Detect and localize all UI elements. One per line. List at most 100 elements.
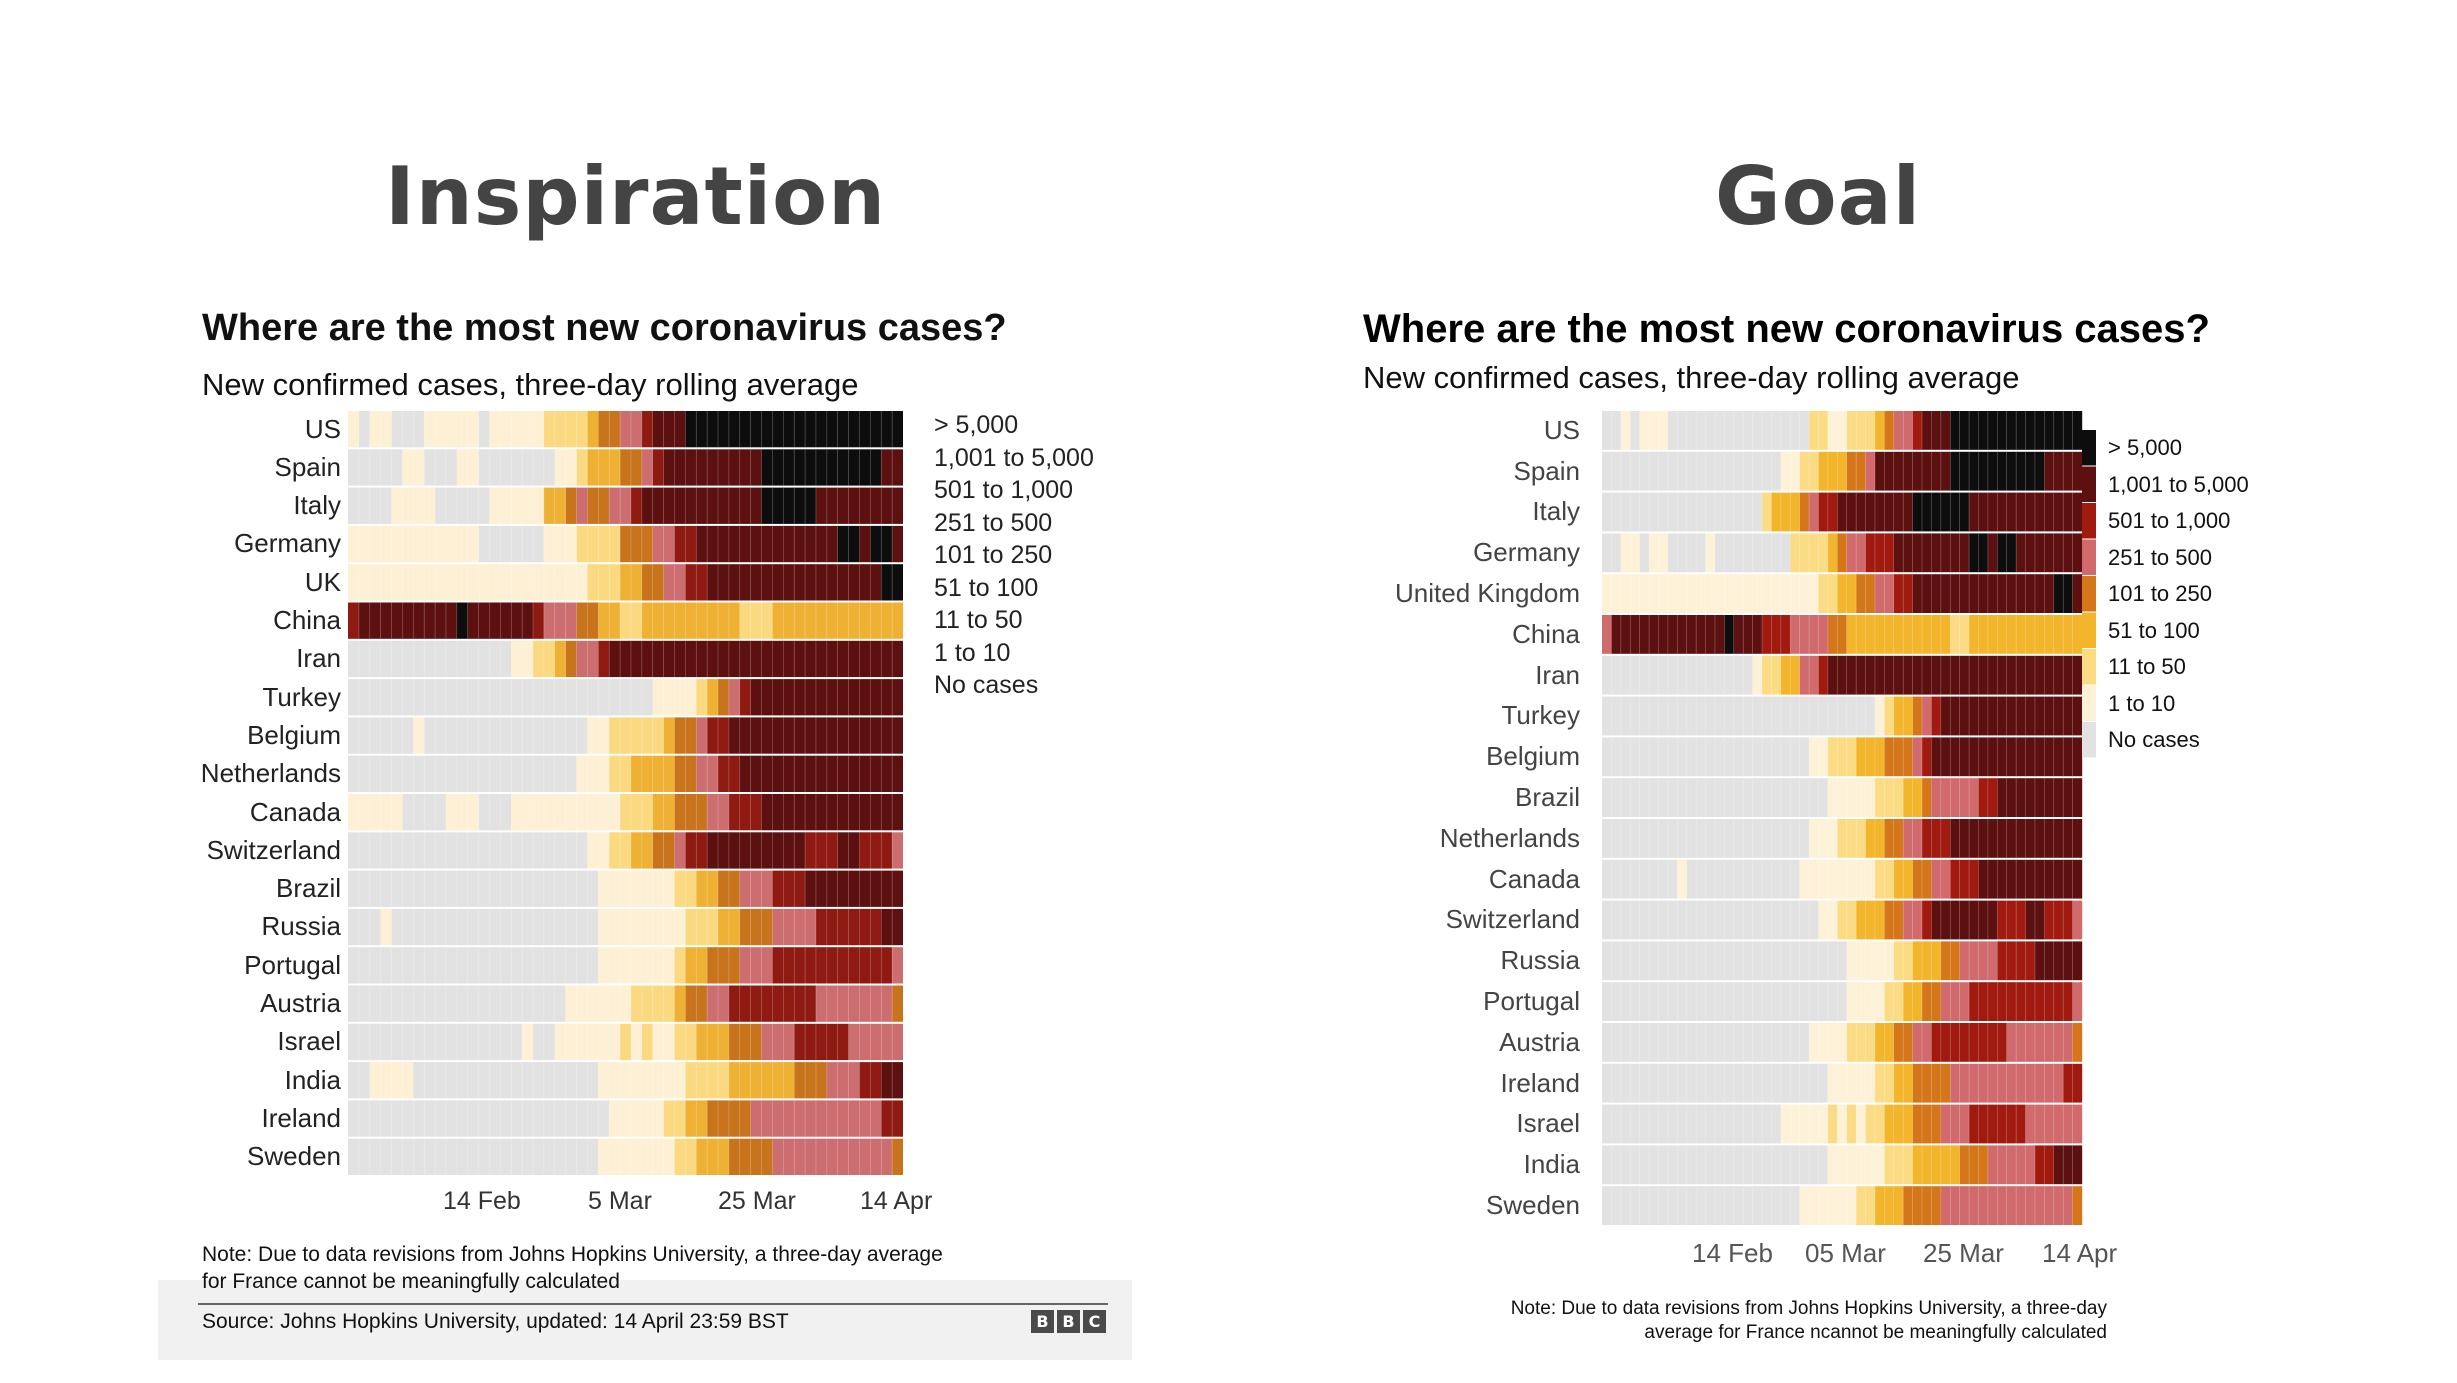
heatmap-cell <box>413 411 425 448</box>
heatmap-cell <box>728 1138 740 1175</box>
heatmap-cell <box>2072 492 2083 532</box>
heatmap-cell <box>1893 1023 1904 1062</box>
heatmap-cell <box>1799 737 1810 777</box>
heatmap-cell <box>641 1023 653 1061</box>
heatmap-cell <box>1630 900 1640 940</box>
goal-note-line1: Note: Due to data revisions from Johns H… <box>1510 1298 2107 1319</box>
heatmap-cell <box>522 411 534 448</box>
heatmap-cell <box>1874 1145 1885 1185</box>
heatmap-cell <box>2025 411 2036 450</box>
heatmap-cell <box>1818 533 1829 573</box>
heatmap-cell <box>1827 655 1838 695</box>
heatmap-cell <box>1639 451 1650 491</box>
heatmap-cell <box>1818 900 1829 940</box>
heatmap-cell <box>1705 941 1716 981</box>
heatmap-cell <box>543 985 555 1022</box>
heatmap-cell <box>1799 696 1810 736</box>
heatmap-cell <box>1950 451 1960 491</box>
heatmap-cell <box>2034 615 2045 654</box>
heatmap-cell <box>1931 696 1942 736</box>
heatmap-cell <box>1959 778 1970 817</box>
heatmap-cell <box>1874 696 1885 736</box>
heatmap-cell <box>870 717 882 754</box>
heatmap-cell <box>1705 859 1716 899</box>
heatmap-cell <box>576 717 588 754</box>
heatmap-cell <box>587 947 599 984</box>
heatmap-cell <box>1752 615 1763 654</box>
heatmap-cell <box>1827 574 1838 613</box>
heatmap-cell <box>380 985 392 1022</box>
heatmap-cell <box>369 1100 381 1137</box>
heatmap-cell <box>1602 737 1612 777</box>
x-tick-label: 25 Mar <box>1923 1238 2004 1268</box>
heatmap-cell <box>587 487 599 524</box>
heatmap-cell <box>1733 533 1744 573</box>
heatmap-cell <box>391 487 403 524</box>
heatmap-cell <box>1639 819 1650 858</box>
heatmap-cell <box>1714 819 1725 858</box>
heatmap-cell <box>685 717 697 754</box>
heatmap-cell <box>620 640 632 678</box>
heatmap-cell <box>870 487 882 524</box>
heatmap-cell <box>761 564 773 601</box>
heatmap-cell <box>467 1023 479 1061</box>
heatmap-cell <box>1733 411 1744 450</box>
heatmap-cell <box>2044 1145 2054 1185</box>
heatmap-cell <box>380 411 392 448</box>
heatmap-cell <box>1743 696 1753 736</box>
heatmap-cell <box>620 755 632 792</box>
heatmap-cell <box>1602 1023 1612 1062</box>
heatmap-cell <box>1931 778 1942 817</box>
country-label: Portugal <box>244 949 341 980</box>
heatmap-cell <box>1846 737 1857 777</box>
heatmap-cell <box>837 487 849 524</box>
heatmap-cell <box>456 564 468 601</box>
heatmap-cell <box>1856 1023 1866 1062</box>
heatmap-cell <box>1649 1063 1659 1103</box>
heatmap-cell <box>772 1100 784 1137</box>
heatmap-cell <box>652 679 664 716</box>
heatmap-cell <box>1893 859 1904 899</box>
heatmap-cell <box>1865 900 1876 940</box>
heatmap-cell <box>1611 982 1622 1021</box>
country-label: Iran <box>1535 659 1580 690</box>
heatmap-cell <box>1762 411 1772 450</box>
heatmap-cell <box>348 1138 360 1175</box>
heatmap-cell <box>587 1100 599 1137</box>
heatmap-cell <box>718 947 730 984</box>
heatmap-cell <box>456 755 468 792</box>
heatmap-cell <box>1903 411 1913 450</box>
heatmap-cell <box>1837 655 1847 695</box>
heatmap-cell <box>1950 819 1960 858</box>
heatmap-cell <box>1630 655 1640 695</box>
heatmap-cell <box>2063 574 2073 613</box>
heatmap-cell <box>435 1023 447 1061</box>
heatmap-cell <box>413 717 425 754</box>
heatmap-cell <box>587 908 599 946</box>
heatmap-cell <box>652 602 664 639</box>
heatmap-cell <box>1752 574 1763 613</box>
heatmap-cell <box>837 1100 849 1137</box>
heatmap-cell <box>1771 696 1782 736</box>
legend-label: 11 to 50 <box>2108 654 2186 680</box>
heatmap-cell <box>522 487 534 524</box>
heatmap-cell <box>826 1138 838 1175</box>
country-label: Spain <box>1513 455 1581 486</box>
heatmap-cell <box>739 717 751 754</box>
heatmap-cell <box>815 1023 828 1061</box>
heatmap-cell <box>815 985 828 1022</box>
heatmap-cell <box>1620 819 1631 858</box>
heatmap-cell <box>424 640 436 678</box>
heatmap-cell <box>1620 451 1631 491</box>
heatmap-cell <box>750 717 762 754</box>
bbc-logo-letter: B <box>1057 1310 1080 1333</box>
heatmap-cell <box>1724 574 1734 613</box>
heatmap-cell <box>859 411 871 448</box>
heatmap-cell <box>1987 778 1998 817</box>
heatmap-cell <box>707 870 719 907</box>
heatmap-cell <box>1950 778 1960 817</box>
heatmap-cell <box>1752 819 1763 858</box>
heatmap-cell <box>1884 1023 1894 1062</box>
heatmap-cell <box>826 525 838 563</box>
heatmap-cell <box>685 794 697 831</box>
